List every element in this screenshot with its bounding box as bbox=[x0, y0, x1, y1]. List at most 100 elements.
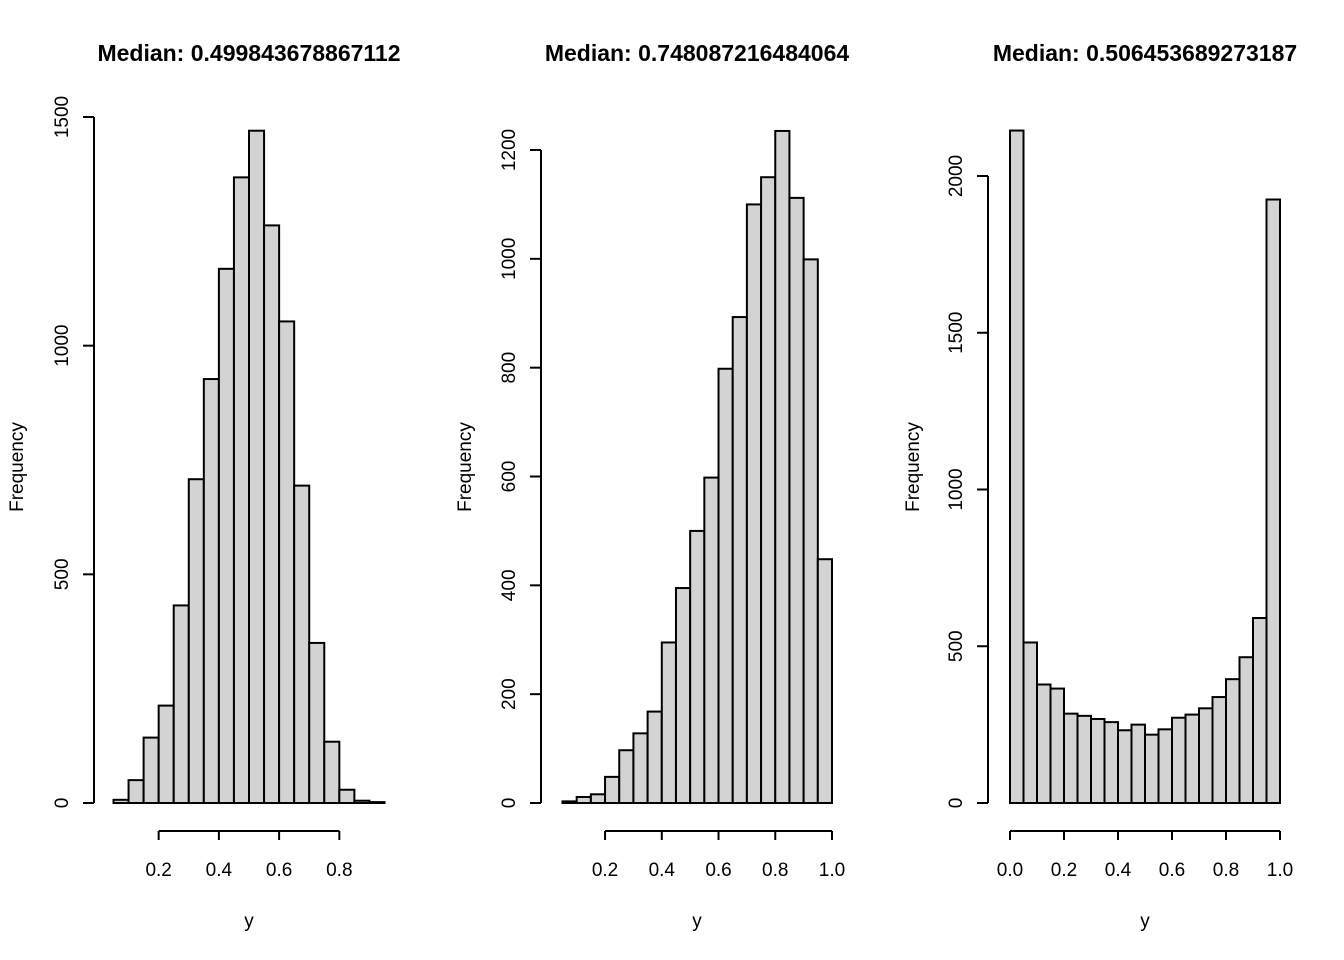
y-tick-label: 500 bbox=[52, 558, 73, 590]
y-tick-label: 1200 bbox=[499, 129, 520, 171]
y-tick-label: 500 bbox=[946, 630, 967, 662]
histogram-bar bbox=[353, 799, 371, 805]
histogram-bar bbox=[660, 641, 677, 804]
y-tick-label: 0 bbox=[499, 798, 520, 809]
y-tick-label: 1500 bbox=[52, 96, 73, 138]
y-tick-label: 1000 bbox=[499, 238, 520, 280]
histogram-bar bbox=[157, 704, 175, 805]
histogram-bar bbox=[1049, 687, 1065, 805]
histogram-bar bbox=[689, 529, 706, 804]
x-tick-label: 0.4 bbox=[649, 860, 676, 881]
histogram-bar bbox=[248, 129, 266, 805]
y-tick-label: 2000 bbox=[946, 155, 967, 197]
histogram-bar bbox=[618, 749, 635, 804]
histogram-bar bbox=[323, 740, 341, 804]
panel-3-x-axis-label: y bbox=[1140, 911, 1150, 932]
histogram-bar bbox=[202, 378, 220, 804]
histogram-bar bbox=[1265, 198, 1281, 804]
histogram-bar bbox=[632, 732, 649, 804]
histogram-bar bbox=[1238, 656, 1254, 804]
panel-2-x-axis-label: y bbox=[692, 911, 702, 932]
histogram-bar bbox=[1090, 717, 1106, 804]
histogram-bar bbox=[646, 710, 663, 805]
histogram-panel-1: Median: 0.499843678867112 y Frequency 0.… bbox=[7, 40, 401, 932]
histogram-bar bbox=[293, 484, 311, 804]
panel-3-y-axis-label: Frequency bbox=[903, 422, 924, 512]
histogram-bar bbox=[731, 316, 748, 804]
histogram-bar bbox=[142, 736, 160, 804]
histogram-panel-3: Median: 0.506453689273187 y Frequency 0.… bbox=[903, 40, 1297, 932]
histogram-bar bbox=[1036, 683, 1052, 804]
panel-3-x-axis: 0.0 0.2 0.4 0.6 0.8 1.0 bbox=[997, 830, 1293, 881]
histogram-bar bbox=[217, 267, 235, 804]
histogram-bar bbox=[1144, 733, 1160, 804]
histogram-bar bbox=[1063, 712, 1079, 805]
histogram-bar bbox=[1157, 728, 1173, 805]
x-tick-label: 0.8 bbox=[762, 860, 788, 881]
histogram-bar bbox=[232, 176, 251, 804]
panel-3-y-axis: 0 500 1000 1500 2000 bbox=[946, 155, 989, 808]
x-tick-label: 0.2 bbox=[145, 860, 171, 881]
x-tick-label: 0.2 bbox=[592, 860, 618, 881]
histogram-bar bbox=[575, 796, 592, 805]
panel-1-y-axis-label: Frequency bbox=[7, 422, 28, 512]
x-tick-label: 0.8 bbox=[1213, 860, 1239, 881]
histogram-bar bbox=[1171, 716, 1187, 804]
y-tick-label: 800 bbox=[499, 352, 520, 384]
histogram-bar bbox=[308, 641, 326, 804]
histogram-bar bbox=[589, 793, 607, 804]
panel-2-title: Median: 0.748087216484064 bbox=[545, 40, 850, 66]
histogram-bar bbox=[1225, 678, 1241, 804]
histogram-bar bbox=[172, 604, 190, 804]
x-tick-label: 0.0 bbox=[997, 860, 1023, 881]
histogram-bar bbox=[760, 176, 777, 804]
histogram-panel-2: Median: 0.748087216484064 y Frequency 0.… bbox=[455, 40, 849, 932]
histogram-bar bbox=[1103, 721, 1119, 804]
panel-2-bars bbox=[561, 129, 834, 805]
x-tick-label: 0.6 bbox=[705, 860, 731, 881]
histogram-bar bbox=[368, 801, 386, 805]
histogram-bar bbox=[1009, 129, 1025, 805]
panel-1-x-axis: 0.2 0.4 0.6 0.8 bbox=[145, 830, 353, 881]
panel-2-x-axis: 0.2 0.4 0.6 0.8 1.0 bbox=[592, 830, 845, 881]
histogram-bar bbox=[1198, 707, 1214, 805]
histogram-bar bbox=[604, 775, 621, 805]
histogram-bar bbox=[774, 129, 791, 804]
x-tick-label: 1.0 bbox=[819, 860, 845, 881]
panel-2-y-axis: 0 200 400 600 800 1000 1200 bbox=[499, 129, 542, 809]
histogram-bar bbox=[1076, 714, 1092, 804]
panel-1-x-axis-label: y bbox=[244, 911, 254, 932]
y-tick-label: 400 bbox=[499, 569, 520, 601]
histogram-bar bbox=[703, 476, 720, 804]
panel-2-y-axis-label: Frequency bbox=[455, 422, 476, 512]
histogram-bar bbox=[187, 478, 205, 804]
y-tick-label: 1500 bbox=[946, 312, 967, 354]
histogram-bar bbox=[1130, 723, 1146, 805]
histogram-bar bbox=[1211, 696, 1227, 804]
x-tick-label: 0.2 bbox=[1051, 860, 1077, 881]
y-tick-label: 1000 bbox=[946, 468, 967, 510]
x-tick-label: 0.4 bbox=[1105, 860, 1132, 881]
y-tick-label: 600 bbox=[499, 461, 520, 493]
x-tick-label: 0.4 bbox=[206, 860, 233, 881]
histogram-bar bbox=[338, 788, 356, 804]
histogram-bar bbox=[788, 196, 805, 804]
y-tick-label: 0 bbox=[52, 798, 73, 809]
panel-1-y-axis: 0 500 1000 1500 bbox=[52, 96, 95, 809]
histogram-bar bbox=[1117, 729, 1133, 805]
histogram-bar bbox=[263, 224, 281, 804]
histogram-bar bbox=[1252, 617, 1268, 805]
histogram-bar bbox=[717, 367, 734, 804]
histogram-bar bbox=[816, 558, 834, 805]
histogram-bar bbox=[1022, 641, 1038, 804]
y-tick-label: 1000 bbox=[52, 325, 73, 367]
panel-3-bars bbox=[1009, 129, 1281, 805]
panel-1-bars bbox=[112, 129, 386, 805]
y-tick-label: 200 bbox=[499, 678, 520, 710]
x-tick-label: 0.6 bbox=[1159, 860, 1185, 881]
histogram-bar bbox=[127, 779, 145, 805]
histogram-bar bbox=[674, 587, 692, 804]
histogram-bar bbox=[802, 258, 819, 804]
histogram-bar bbox=[561, 800, 578, 804]
